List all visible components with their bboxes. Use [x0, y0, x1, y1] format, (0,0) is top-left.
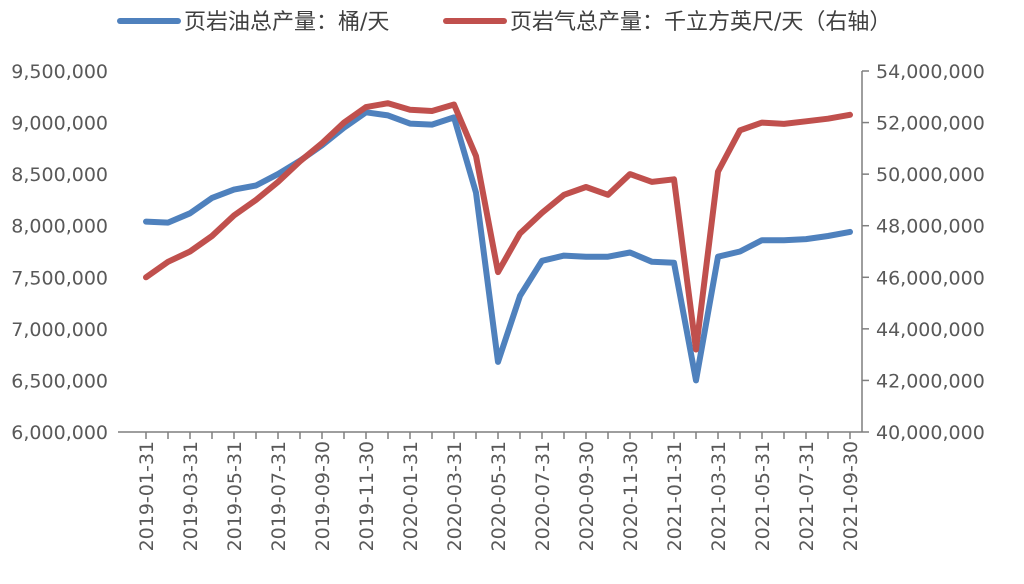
y-right-tick-label: 44,000,000 — [876, 319, 985, 341]
y-left-tick-label: 9,000,000 — [11, 113, 108, 135]
y-right-tick-label: 46,000,000 — [876, 267, 985, 289]
y-left-tick-label: 8,000,000 — [11, 216, 108, 238]
x-tick-label: 2020-11-30 — [620, 441, 642, 551]
x-tick-label: 2019-01-31 — [136, 441, 158, 551]
x-tick-label: 2020-03-31 — [444, 441, 466, 551]
legend-label-gas: 页岩气总产量：千立方英尺/天（右轴） — [510, 10, 891, 35]
x-tick-label: 2020-05-31 — [488, 441, 510, 551]
series-line-oil — [143, 109, 853, 384]
x-tick-label: 2021-01-31 — [664, 441, 686, 551]
x-tick-label: 2019-05-31 — [224, 441, 246, 551]
legend-label-oil: 页岩油总产量：桶/天 — [184, 10, 389, 35]
x-tick-label: 2020-07-31 — [532, 441, 554, 551]
legend: 页岩油总产量：桶/天 页岩气总产量：千立方英尺/天（右轴） — [117, 10, 891, 35]
x-tick-label: 2019-03-31 — [180, 441, 202, 551]
x-tick-label: 2021-07-31 — [796, 441, 818, 551]
y-left-tick-label: 9,500,000 — [11, 61, 108, 83]
y-right-tick-label: 42,000,000 — [876, 370, 985, 392]
y-right-tick-label: 52,000,000 — [876, 113, 985, 135]
y-right-tick-label: 50,000,000 — [876, 164, 985, 186]
y-right-tick-label: 48,000,000 — [876, 216, 985, 238]
x-tick-label: 2020-01-31 — [400, 441, 422, 551]
x-tick-label: 2021-03-31 — [708, 441, 730, 551]
x-tick-label: 2019-09-30 — [312, 441, 334, 551]
y-left-tick-label: 8,500,000 — [11, 164, 108, 186]
y-left-tick-label: 6,000,000 — [11, 422, 108, 444]
y-right-tick-label: 40,000,000 — [876, 422, 985, 444]
x-tick-label: 2021-09-30 — [840, 441, 862, 551]
y-left-tick-label: 6,500,000 — [11, 370, 108, 392]
x-tick-label: 2021-05-31 — [752, 441, 774, 551]
x-tick-label: 2020-09-30 — [576, 441, 598, 551]
x-tick-label: 2019-07-31 — [268, 441, 290, 551]
axes: 6,000,000 6,500,000 7,000,000 7,500,000 8,00… — [11, 61, 985, 551]
series-line-gas — [143, 100, 853, 353]
y-right-tick-label: 54,000,000 — [876, 61, 985, 83]
x-tick-label: 2019-11-30 — [356, 441, 378, 551]
series-layer — [143, 100, 853, 384]
y-left-tick-label: 7,500,000 — [11, 267, 108, 289]
y-left-tick-label: 7,000,000 — [11, 319, 108, 341]
